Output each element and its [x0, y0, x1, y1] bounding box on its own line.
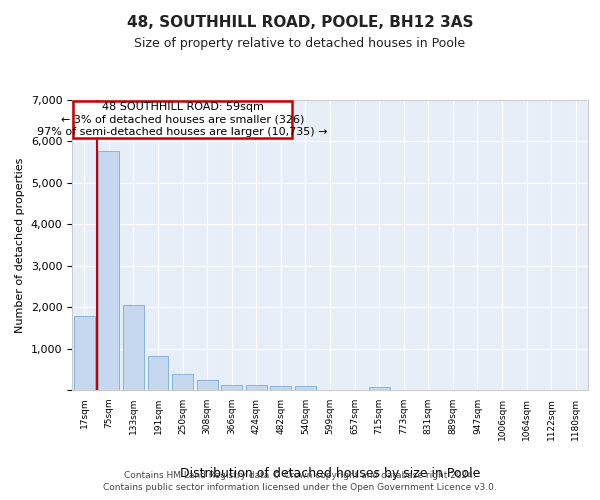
- Text: 48 SOUTHHILL ROAD: 59sqm: 48 SOUTHHILL ROAD: 59sqm: [101, 102, 263, 112]
- Text: 48, SOUTHHILL ROAD, POOLE, BH12 3AS: 48, SOUTHHILL ROAD, POOLE, BH12 3AS: [127, 15, 473, 30]
- Bar: [271, 386, 292, 390]
- Text: 97% of semi-detached houses are larger (10,735) →: 97% of semi-detached houses are larger (…: [37, 127, 328, 137]
- Bar: [246, 386, 267, 390]
- Text: ← 3% of detached houses are smaller (326): ← 3% of detached houses are smaller (326…: [61, 114, 304, 124]
- Bar: [221, 384, 242, 390]
- Text: Size of property relative to detached houses in Poole: Size of property relative to detached ho…: [134, 38, 466, 51]
- Bar: [123, 304, 144, 390]
- Bar: [295, 386, 316, 390]
- FancyBboxPatch shape: [73, 101, 292, 138]
- Bar: [197, 380, 218, 390]
- Text: Distribution of detached houses by size in Poole: Distribution of detached houses by size …: [180, 467, 480, 480]
- Bar: [74, 316, 95, 390]
- Y-axis label: Number of detached properties: Number of detached properties: [15, 158, 25, 332]
- Text: Contains HM Land Registry data © Crown copyright and database right 2024.
Contai: Contains HM Land Registry data © Crown c…: [103, 471, 497, 492]
- Bar: [172, 374, 193, 390]
- Bar: [98, 150, 119, 390]
- Bar: [368, 386, 389, 390]
- Bar: [148, 356, 169, 390]
